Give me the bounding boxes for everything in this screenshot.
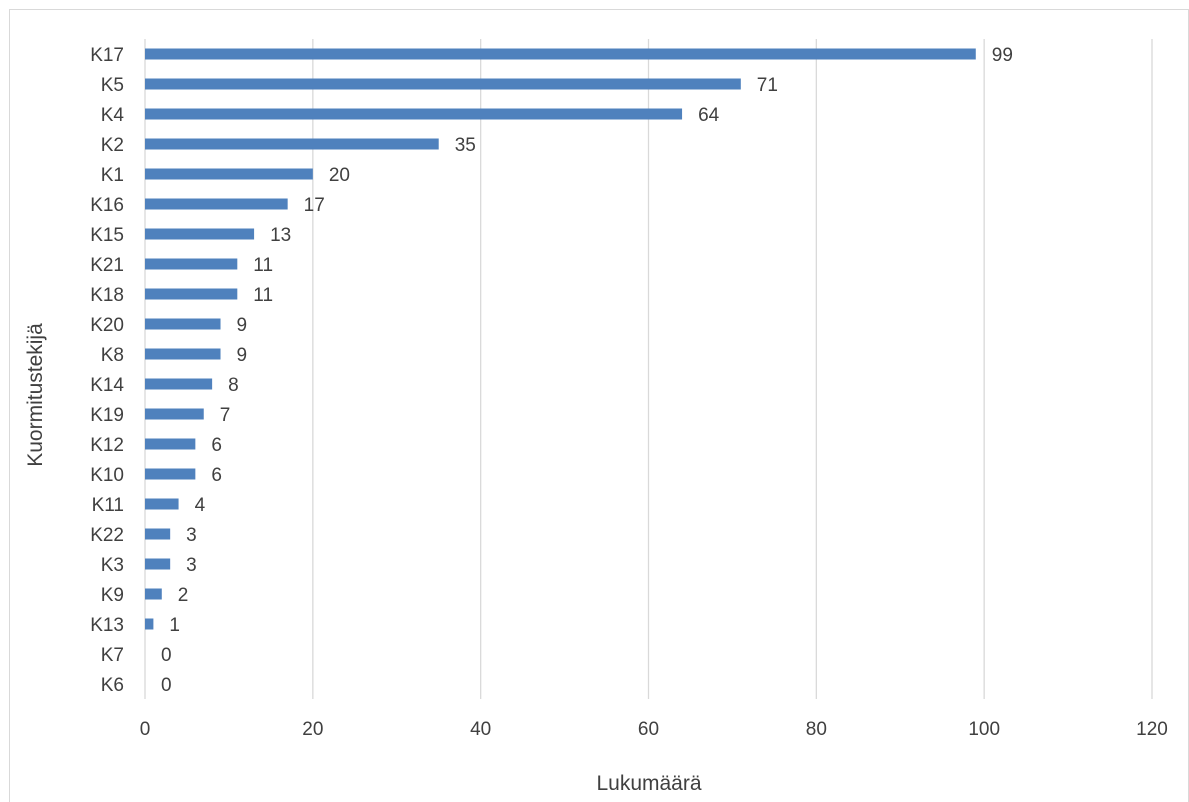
- data-label-K6: 0: [161, 675, 172, 696]
- category-label-K17: K17: [90, 45, 124, 66]
- data-label-K17: 99: [992, 45, 1013, 66]
- category-label-K20: K20: [90, 315, 124, 336]
- category-label-K10: K10: [90, 465, 124, 486]
- bar-K16: [145, 198, 288, 210]
- bar-K19: [145, 408, 204, 420]
- x-tick-label: 40: [470, 719, 491, 740]
- data-label-K2: 35: [455, 135, 476, 156]
- data-label-K21: 11: [253, 255, 273, 276]
- bar-K14: [145, 378, 213, 390]
- bar-K18: [145, 288, 238, 300]
- category-label-K15: K15: [90, 225, 124, 246]
- bar-K20: [145, 318, 221, 330]
- bar-K15: [145, 228, 255, 240]
- data-label-K5: 71: [757, 75, 778, 96]
- gridlines: [144, 39, 1153, 699]
- bars: [145, 48, 976, 630]
- bar-K4: [145, 108, 683, 120]
- x-tick-label: 80: [806, 719, 827, 740]
- bar-K22: [145, 528, 171, 540]
- data-label-K13: 1: [169, 615, 180, 636]
- data-label-K19: 7: [220, 405, 231, 426]
- data-label-K20: 9: [237, 315, 248, 336]
- bar-K3: [145, 558, 171, 570]
- category-label-K6: K6: [101, 675, 124, 696]
- x-tick-label: 120: [1136, 719, 1168, 740]
- data-label-K3: 3: [186, 555, 197, 576]
- bar-K17: [145, 48, 976, 60]
- data-label-K12: 6: [211, 435, 222, 456]
- bar-K5: [145, 78, 741, 90]
- data-label-K11: 4: [195, 495, 206, 516]
- data-label-K14: 8: [228, 375, 239, 396]
- data-label-K22: 3: [186, 525, 197, 546]
- data-label-K8: 9: [237, 345, 248, 366]
- category-label-K14: K14: [90, 375, 124, 396]
- data-label-K10: 6: [211, 465, 222, 486]
- category-label-K12: K12: [90, 435, 124, 456]
- category-label-K11: K11: [92, 495, 124, 516]
- data-label-K18: 11: [253, 285, 273, 306]
- category-label-K16: K16: [90, 195, 124, 216]
- data-label-K7: 0: [161, 645, 172, 666]
- data-label-K1: 20: [329, 165, 350, 186]
- category-label-K5: K5: [101, 75, 124, 96]
- category-label-K7: K7: [101, 645, 124, 666]
- value-axis: 0 20 40 60 80 100 120: [140, 719, 1168, 740]
- bar-K2: [145, 138, 439, 150]
- category-label-K13: K13: [90, 615, 124, 636]
- data-label-K4: 64: [698, 105, 720, 126]
- x-axis-title: Lukumäärä: [596, 772, 701, 795]
- bar-K9: [145, 588, 162, 600]
- bar-K10: [145, 468, 196, 480]
- bar-K21: [145, 258, 238, 270]
- category-label-K22: K22: [90, 525, 124, 546]
- category-label-K21: K21: [90, 255, 124, 276]
- data-label-K15: 13: [270, 225, 291, 246]
- data-label-K9: 2: [178, 585, 189, 606]
- x-tick-label: 0: [140, 719, 151, 740]
- category-label-K2: K2: [101, 135, 124, 156]
- category-label-K4: K4: [101, 105, 125, 126]
- category-label-K18: K18: [90, 285, 124, 306]
- y-axis-title: Kuormitustekijä: [24, 323, 47, 467]
- bar-K13: [145, 618, 154, 630]
- bar-K1: [145, 168, 313, 180]
- category-axis: K17 K5 K4 K2 K1 K16 K15 K21 K18 K20 K8 K14 K19 K12 K10…: [90, 45, 124, 696]
- category-label-K9: K9: [101, 585, 124, 606]
- bar-K12: [145, 438, 196, 450]
- x-tick-label: 60: [638, 719, 659, 740]
- category-label-K19: K19: [90, 405, 124, 426]
- x-tick-label: 20: [302, 719, 323, 740]
- data-label-K16: 17: [304, 195, 325, 216]
- x-tick-label: 100: [968, 719, 1000, 740]
- category-label-K3: K3: [101, 555, 124, 576]
- bar-K8: [145, 348, 221, 360]
- category-label-K8: K8: [101, 345, 124, 366]
- bar-K11: [145, 498, 179, 510]
- category-label-K1: K1: [101, 165, 124, 186]
